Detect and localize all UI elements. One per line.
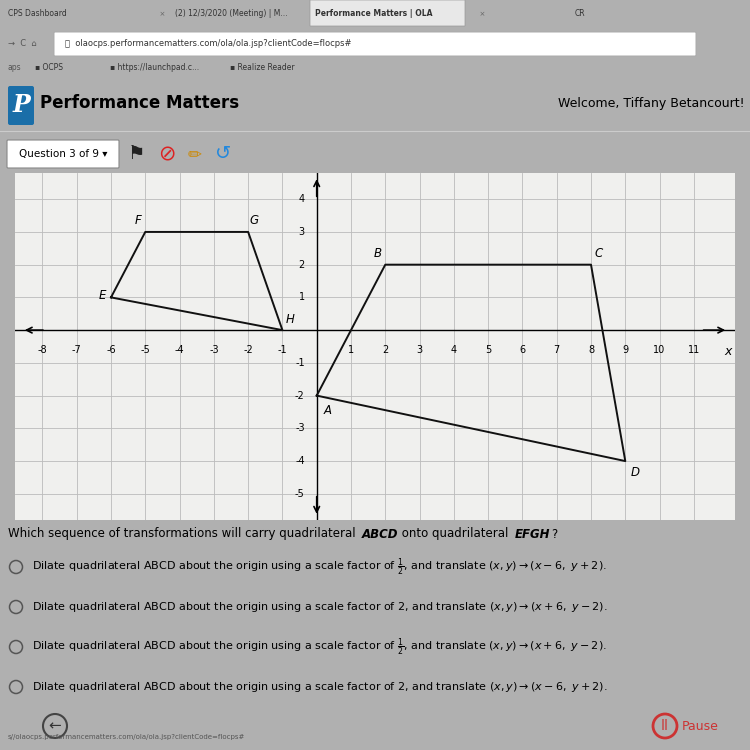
Text: x: x: [724, 345, 732, 358]
Text: CPS Dashboard: CPS Dashboard: [8, 10, 67, 19]
Text: ×: ×: [475, 11, 485, 17]
Text: Dilate quadrilateral ABCD about the origin using a scale factor of $\frac{1}{2}$: Dilate quadrilateral ABCD about the orig…: [32, 556, 607, 578]
Text: (2) 12/3/2020 (Meeting) | M...: (2) 12/3/2020 (Meeting) | M...: [175, 10, 287, 19]
Text: 4: 4: [451, 345, 457, 355]
Text: 3: 3: [298, 227, 304, 237]
Text: B: B: [374, 247, 382, 259]
Text: Which sequence of transformations will carry quadrilateral: Which sequence of transformations will c…: [8, 527, 363, 541]
Text: 3: 3: [416, 345, 423, 355]
Text: ↺: ↺: [215, 145, 231, 164]
Text: 6: 6: [519, 345, 526, 355]
FancyBboxPatch shape: [54, 32, 696, 56]
Text: ⊘: ⊘: [158, 144, 176, 164]
Text: G: G: [250, 214, 259, 227]
Text: ABCD: ABCD: [362, 527, 398, 541]
Text: -8: -8: [38, 345, 47, 355]
Text: onto quadrilateral: onto quadrilateral: [398, 527, 512, 541]
Text: Question 3 of 9 ▾: Question 3 of 9 ▾: [19, 149, 107, 159]
Text: -2: -2: [295, 391, 304, 400]
Text: ?: ?: [551, 527, 557, 541]
Text: A: A: [323, 404, 332, 417]
Text: 10: 10: [653, 345, 666, 355]
Text: -4: -4: [295, 456, 304, 466]
Text: -1: -1: [278, 345, 287, 355]
Text: -7: -7: [72, 345, 82, 355]
Text: 8: 8: [588, 345, 594, 355]
Text: ⚑: ⚑: [128, 145, 146, 164]
Text: Dilate quadrilateral ABCD about the origin using a scale factor of $2$, and tran: Dilate quadrilateral ABCD about the orig…: [32, 600, 608, 614]
Text: F: F: [135, 214, 142, 227]
Text: ✏: ✏: [188, 145, 202, 163]
Text: 7: 7: [554, 345, 560, 355]
Text: -1: -1: [295, 358, 304, 368]
Text: ×: ×: [155, 11, 165, 17]
Text: Performance Matters | OLA: Performance Matters | OLA: [315, 10, 433, 19]
Text: ←: ←: [49, 718, 62, 734]
Text: ||: ||: [661, 719, 669, 730]
Text: Pause: Pause: [682, 719, 718, 733]
Text: 9: 9: [622, 345, 628, 355]
Text: CR: CR: [575, 10, 586, 19]
Text: -2: -2: [243, 345, 253, 355]
Text: -6: -6: [106, 345, 116, 355]
Text: 5: 5: [485, 345, 491, 355]
Text: aps: aps: [8, 64, 22, 73]
Text: -5: -5: [295, 489, 304, 499]
Text: ▪ Realize Reader: ▪ Realize Reader: [230, 64, 295, 73]
FancyBboxPatch shape: [8, 86, 34, 125]
Text: 1: 1: [298, 292, 304, 302]
Text: -3: -3: [295, 423, 304, 433]
Text: 🔒  olaocps.performancematters.com/ola/ola.jsp?clientCode=flocps#: 🔒 olaocps.performancematters.com/ola/ola…: [65, 38, 352, 47]
Text: EFGH: EFGH: [515, 527, 550, 541]
Text: Welcome, Tiffany Betancourt!: Welcome, Tiffany Betancourt!: [558, 97, 745, 109]
Text: -4: -4: [175, 345, 184, 355]
Text: Performance Matters: Performance Matters: [40, 94, 239, 112]
Text: 4: 4: [298, 194, 304, 204]
Text: Dilate quadrilateral ABCD about the origin using a scale factor of $2$, and tran: Dilate quadrilateral ABCD about the orig…: [32, 680, 608, 694]
Text: H: H: [286, 314, 295, 326]
Text: E: E: [98, 290, 106, 302]
Text: 11: 11: [688, 345, 700, 355]
Text: 1: 1: [348, 345, 354, 355]
Text: P: P: [12, 93, 30, 117]
Text: C: C: [595, 247, 603, 259]
Text: →  C  ⌂: → C ⌂: [8, 38, 37, 47]
Text: Dilate quadrilateral ABCD about the origin using a scale factor of $\frac{1}{2}$: Dilate quadrilateral ABCD about the orig…: [32, 636, 607, 658]
FancyBboxPatch shape: [310, 0, 465, 26]
FancyBboxPatch shape: [7, 140, 119, 168]
Text: ▪ OCPS: ▪ OCPS: [35, 64, 63, 73]
Text: s//olaocps.performancematters.com/ola/ola.jsp?clientCode=flocps#: s//olaocps.performancematters.com/ola/ol…: [8, 734, 245, 740]
Text: 2: 2: [298, 260, 304, 270]
Text: -5: -5: [140, 345, 150, 355]
Text: -3: -3: [209, 345, 219, 355]
Text: ▪ https://launchpad.c...: ▪ https://launchpad.c...: [110, 64, 200, 73]
Text: 2: 2: [382, 345, 388, 355]
Text: D: D: [631, 466, 640, 479]
